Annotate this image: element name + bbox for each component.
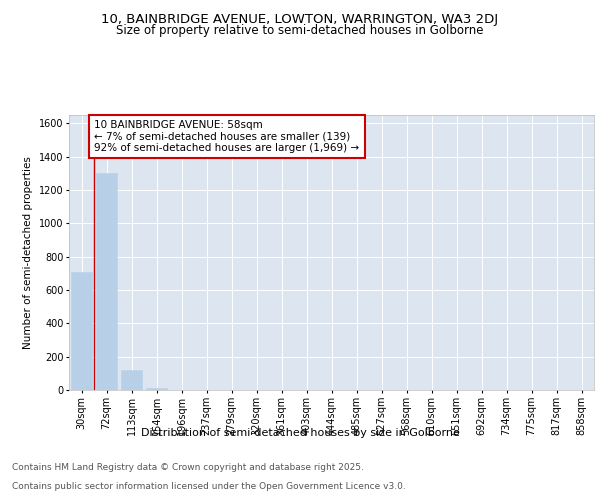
Bar bbox=[71, 272, 92, 390]
Text: Contains HM Land Registry data © Crown copyright and database right 2025.: Contains HM Land Registry data © Crown c… bbox=[12, 464, 364, 472]
Text: Size of property relative to semi-detached houses in Golborne: Size of property relative to semi-detach… bbox=[116, 24, 484, 37]
Bar bbox=[121, 370, 142, 390]
Text: Distribution of semi-detached houses by size in Golborne: Distribution of semi-detached houses by … bbox=[140, 428, 460, 438]
Text: 10 BAINBRIDGE AVENUE: 58sqm
← 7% of semi-detached houses are smaller (139)
92% o: 10 BAINBRIDGE AVENUE: 58sqm ← 7% of semi… bbox=[95, 120, 359, 153]
Text: Contains public sector information licensed under the Open Government Licence v3: Contains public sector information licen… bbox=[12, 482, 406, 491]
Bar bbox=[146, 388, 167, 390]
Y-axis label: Number of semi-detached properties: Number of semi-detached properties bbox=[23, 156, 33, 349]
Bar bbox=[96, 174, 117, 390]
Text: 10, BAINBRIDGE AVENUE, LOWTON, WARRINGTON, WA3 2DJ: 10, BAINBRIDGE AVENUE, LOWTON, WARRINGTO… bbox=[101, 12, 499, 26]
